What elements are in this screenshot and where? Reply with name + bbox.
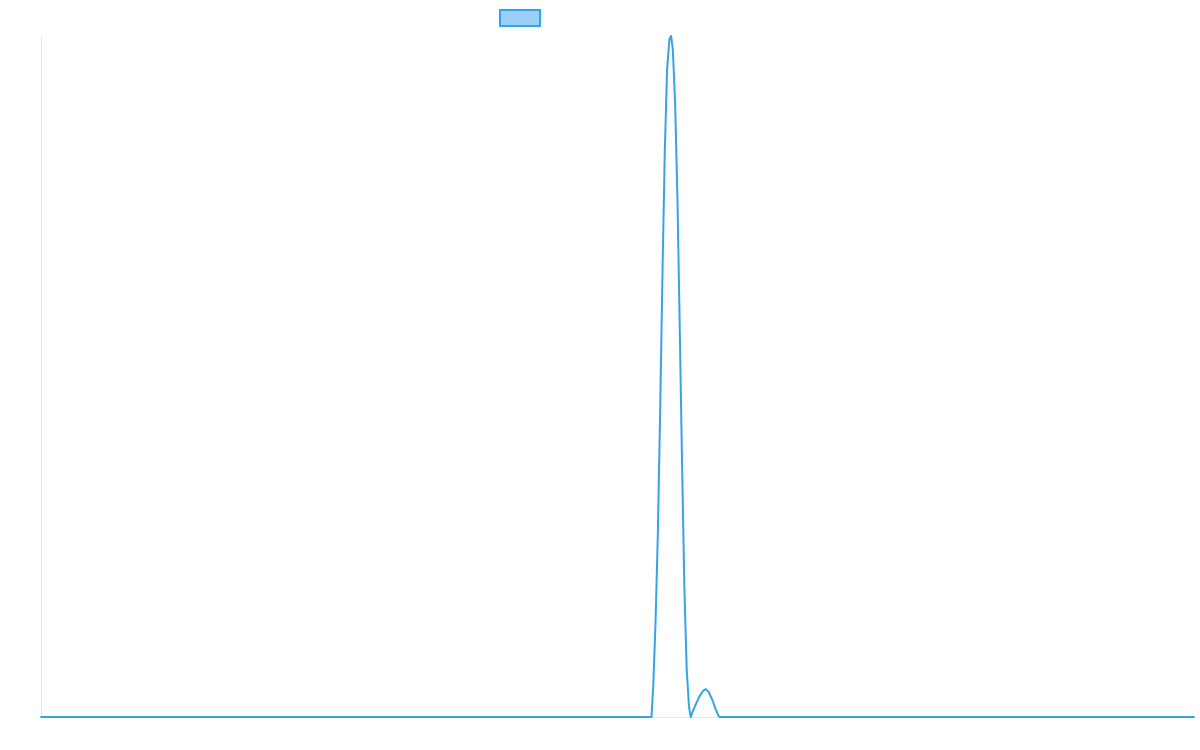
- series-line: [40, 35, 1195, 718]
- legend-swatch[interactable]: [499, 9, 541, 27]
- series-layer: [40, 35, 1195, 718]
- legend[interactable]: [499, 9, 541, 27]
